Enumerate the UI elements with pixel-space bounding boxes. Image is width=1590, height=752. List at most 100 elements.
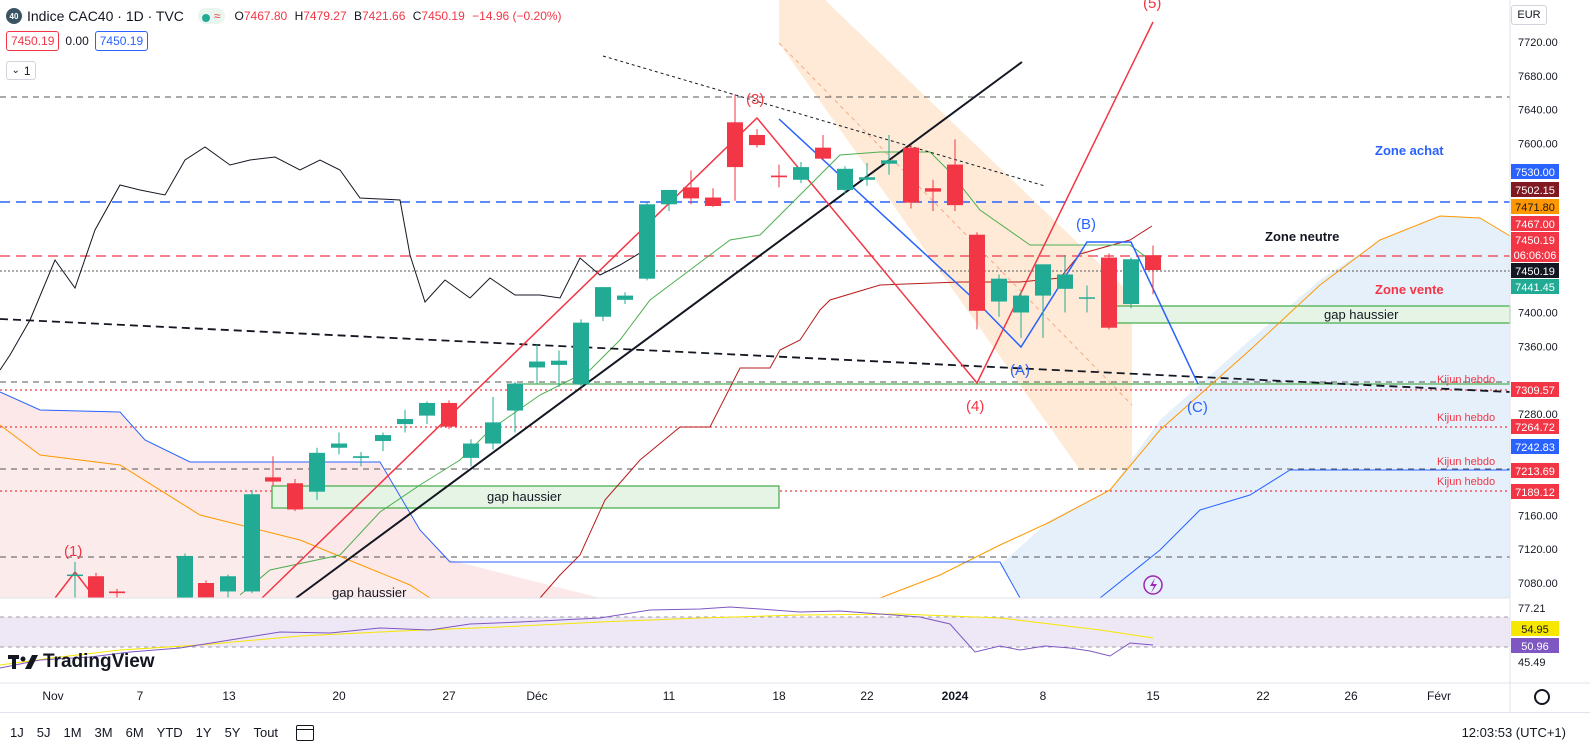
rsi-band (0, 617, 1510, 647)
zone-vente-label: Zone vente (1375, 282, 1444, 297)
gear-icon[interactable] (1534, 689, 1550, 705)
ohlc-high: 7479.27 (303, 9, 347, 23)
time-axis-tick: Nov (42, 689, 63, 703)
price-axis-tick: 7640.00 (1518, 105, 1558, 117)
candle (947, 139, 963, 212)
gap-label-2: gap haussier (1324, 307, 1399, 322)
ohlc-close-key: C (412, 9, 422, 23)
time-axis-tick: 18 (772, 689, 786, 703)
candle (595, 287, 611, 321)
wave-4-label: (4) (966, 398, 984, 415)
price-axis-tick: 7120.00 (1518, 544, 1558, 556)
gap-label-3: gap haussier (332, 585, 407, 600)
indicators-toggle[interactable]: ⌄ 1 (6, 61, 36, 80)
candle (639, 202, 655, 281)
price-tag: 7242.83 (1511, 439, 1559, 454)
range-button[interactable]: 6M (125, 725, 144, 740)
kijun-label-3: Kijun hebdo (1437, 456, 1495, 468)
ohlc-close: 7450.19 (421, 9, 465, 23)
range-button[interactable]: Tout (253, 725, 279, 740)
svg-text:7530.00: 7530.00 (1515, 167, 1555, 179)
rsi-line (0, 606, 1154, 669)
candle (617, 292, 633, 305)
candle (859, 162, 875, 186)
range-button[interactable]: 3M (94, 725, 113, 740)
chart-header: 40 Indice CAC40 · 1D · TVC ≈ O7467.80 H7… (6, 6, 566, 26)
candle (551, 350, 567, 387)
price-axis[interactable]: 7720.00 7680.00 7640.00 7600.00 7400.00 7360.… (1518, 37, 1558, 669)
candle (463, 439, 479, 467)
trendline-up (295, 61, 1023, 599)
elliott-wave-3-5 (261, 21, 1154, 599)
buy-price[interactable]: 7450.19 (94, 31, 149, 51)
lightning-icon[interactable] (1143, 575, 1163, 595)
svg-text:7502.15: 7502.15 (1515, 185, 1555, 197)
ohlc-open: 7467.80 (243, 9, 288, 23)
candle (705, 188, 721, 207)
candle (287, 479, 303, 512)
wave-5-label: (5) (1143, 0, 1161, 12)
sell-price[interactable]: 7450.19 (6, 31, 60, 51)
candle (88, 572, 104, 598)
time-axis-tick: 11 (663, 689, 676, 703)
candle (244, 490, 260, 594)
elliott-abc (778, 118, 1199, 385)
price-axis-tick: 7680.00 (1518, 71, 1558, 83)
candle (573, 319, 589, 387)
svg-text:7467.00: 7467.00 (1515, 219, 1555, 231)
time-axis-tick: 22 (1256, 689, 1270, 703)
rsi-ma-line (0, 613, 1154, 666)
time-axis-tick: 27 (442, 689, 456, 703)
candle (177, 553, 193, 598)
tradingview-logo[interactable]: TradingView (8, 651, 155, 673)
candle (661, 189, 677, 212)
candle (198, 580, 214, 598)
gap-label-1: gap haussier (487, 489, 562, 504)
range-button[interactable]: 1J (10, 725, 24, 740)
chart-title[interactable]: Indice CAC40 · 1D · TVC (27, 8, 184, 24)
currency-selector[interactable]: EUR (1511, 5, 1547, 25)
price-axis-tick: 7400.00 (1518, 308, 1558, 320)
price-axis-tick: 7160.00 (1518, 510, 1558, 522)
price-tag: 7530.00 (1511, 164, 1559, 179)
candle (881, 134, 897, 175)
candle (837, 166, 853, 195)
range-button[interactable]: 5J (36, 725, 51, 740)
chikou-span (0, 146, 646, 371)
symbol-icon[interactable]: 40 (6, 8, 22, 24)
tenkan-sen (239, 151, 1151, 596)
candle (1035, 264, 1051, 338)
tradingview-logo-icon (8, 655, 38, 669)
candle (220, 574, 236, 598)
range-button[interactable]: 1Y (195, 725, 212, 740)
market-status[interactable]: ≈ (197, 8, 225, 24)
range-button[interactable]: 5Y (224, 725, 241, 740)
range-button[interactable]: 1M (63, 725, 82, 740)
price-tag: 7450.19 (1511, 263, 1559, 278)
range-button[interactable]: YTD (156, 725, 183, 740)
kijun-label-1: Kijun hebdo (1437, 374, 1495, 386)
ohlc-values: O7467.80 H7479.27 B7421.66 C7450.19 −14.… (235, 9, 566, 23)
calendar-icon[interactable] (296, 724, 315, 741)
candle (771, 164, 787, 188)
candle (529, 344, 545, 384)
candle (1079, 285, 1095, 313)
time-axis-tick: 20 (332, 689, 346, 703)
candle (353, 451, 369, 467)
candle (265, 456, 281, 486)
candle (67, 561, 83, 598)
svg-text:7450.19: 7450.19 (1515, 266, 1555, 278)
time-axis-tick: 2024 (942, 689, 969, 703)
time-axis[interactable]: Nov 7 13 20 27 Déc 11 18 22 2024 8 15 22 26 Févr (42, 689, 1451, 703)
price-axis-tick: 7280.00 (1518, 409, 1558, 421)
candle (683, 170, 699, 205)
time-axis-tick: 8 (1040, 689, 1047, 703)
price-tag: 7450.19 (1511, 232, 1559, 247)
svg-text:7189.12: 7189.12 (1515, 487, 1555, 499)
clock[interactable]: 12:03:53 (UTC+1) (1461, 725, 1566, 740)
svg-text:7213.69: 7213.69 (1515, 466, 1555, 478)
indicators-count: 1 (23, 63, 31, 78)
candle (485, 397, 501, 450)
range-selector: 1J 5J 1M 3M 6M YTD 1Y 5Y Tout (10, 725, 278, 740)
